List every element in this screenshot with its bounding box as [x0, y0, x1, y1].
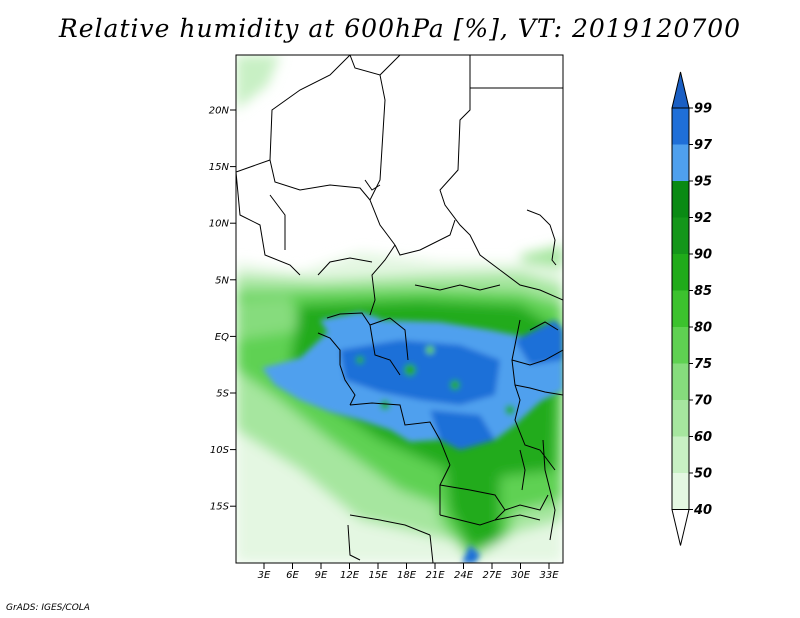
- chart-title: Relative humidity at 600hPa [%], VT: 201…: [58, 14, 742, 43]
- colorbar-label: 80: [694, 321, 712, 336]
- colorbar-label: 40: [693, 503, 712, 518]
- lat-ticks: [230, 109, 236, 507]
- colorbar-label: 85: [694, 284, 712, 299]
- colorbar-box: [672, 217, 689, 254]
- lon-labels: 3E 6E 9E 12E 15E 18E 21E 24E 27E 30E 33E: [258, 570, 560, 581]
- lat-label: 5N: [215, 275, 229, 286]
- colorbar-box: [672, 363, 689, 400]
- colorbar-label: 70: [694, 394, 712, 409]
- colorbar: 40 50 60 70 75 80 85 90 92 95 97 99: [671, 71, 713, 546]
- colorbar-box: [672, 436, 689, 473]
- lat-label: 15S: [210, 502, 230, 513]
- lon-label: 15E: [368, 570, 388, 581]
- colorbar-box: [672, 400, 689, 437]
- colorbar-outline: [671, 107, 690, 510]
- colorbar-box: [672, 254, 689, 291]
- country-borders: [236, 55, 563, 563]
- lon-label: 18E: [397, 570, 417, 581]
- colorbar-label: 95: [694, 175, 712, 190]
- lon-label: 3E: [258, 570, 271, 581]
- colorbar-box: [672, 327, 689, 364]
- grads-credit: GrADS: IGES/COLA: [6, 603, 90, 613]
- colorbar-label: 50: [694, 467, 712, 482]
- colorbar-lower-triangle: [671, 509, 690, 546]
- colorbar-box: [672, 144, 689, 181]
- map-frame: [235, 54, 564, 564]
- colorbar-box: [672, 473, 689, 510]
- lat-labels: 20N 15N 10N 5N EQ 5S 10S 15S: [209, 106, 230, 513]
- lon-label: 6E: [286, 570, 299, 581]
- colorbar-label: 92: [694, 211, 712, 226]
- lat-label: EQ: [215, 332, 229, 343]
- lat-label: 10S: [210, 445, 230, 456]
- colorbar-label: 75: [694, 357, 712, 372]
- colorbar-box: [672, 108, 689, 145]
- colorbar-upper-triangle: [671, 71, 690, 109]
- colorbar-label: 90: [694, 248, 712, 263]
- lat-label: 20N: [209, 106, 230, 117]
- lon-label: 27E: [482, 570, 502, 581]
- colorbar-box: [672, 290, 689, 327]
- lat-label: 15N: [209, 162, 230, 173]
- lon-label: 21E: [425, 570, 445, 581]
- colorbar-label: 60: [694, 430, 712, 445]
- humidity-field: [236, 55, 563, 563]
- colorbar-box: [672, 181, 689, 218]
- lon-label: 12E: [340, 570, 360, 581]
- colorbar-label: 97: [694, 138, 713, 153]
- lon-label: 30E: [511, 570, 531, 581]
- lon-label: 9E: [315, 570, 328, 581]
- lat-label: 10N: [209, 219, 230, 230]
- lat-label: 5S: [216, 389, 229, 400]
- lon-label: 33E: [539, 570, 559, 581]
- lon-label: 24E: [454, 570, 474, 581]
- colorbar-label: 99: [694, 102, 712, 117]
- lon-ticks: [263, 563, 550, 569]
